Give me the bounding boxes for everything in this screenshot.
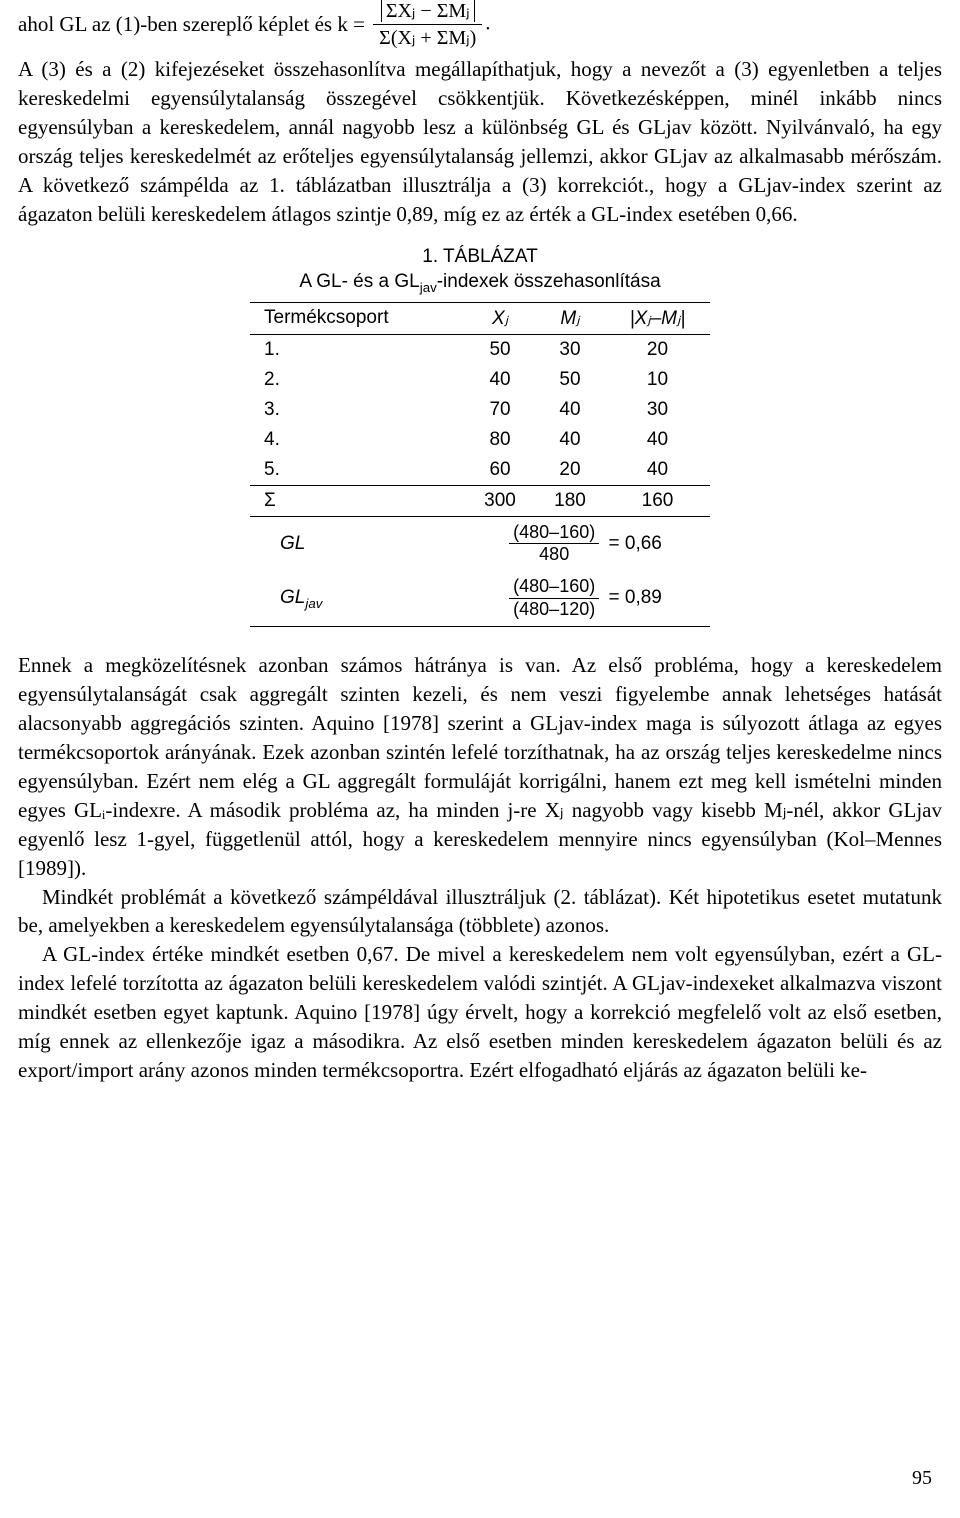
table-header-row: Termékcsoport Xⱼ Mⱼ |Xⱼ–Mⱼ|	[250, 302, 710, 334]
th-0: Termékcsoport	[250, 302, 465, 334]
paragraph-4: A GL-index értéke mindkét esetben 0,67. …	[18, 940, 942, 1085]
formula-tail: .	[485, 10, 490, 34]
calc-gljav-frac: (480–160) (480–120)	[509, 577, 599, 620]
calc-gl-frac: (480–160) 480	[509, 523, 599, 566]
calc-gl-result: = 0,66	[605, 533, 666, 555]
calc-row-gl: GL (480–160) 480 = 0,66	[250, 516, 710, 571]
formula-denominator: Σ(Xⱼ + ΣMⱼ)	[373, 25, 482, 49]
paragraph-3-text: Mindkét problémát a következő számpéldáv…	[18, 885, 942, 938]
page-number: 95	[912, 1467, 932, 1490]
table-1: 1. TÁBLÁZAT A GL- és a GLjav-indexek öss…	[250, 245, 710, 627]
table-row: 3.704030	[250, 395, 710, 425]
paragraph-3: Mindkét problémát a következő számpéldáv…	[18, 883, 942, 941]
formula-lead: ahol GL az (1)-ben szereplő képlet és k …	[18, 10, 365, 38]
calc-gl-label: GL	[250, 516, 465, 571]
table-sum-row: Σ300180160	[250, 485, 710, 516]
formula-fraction: ΣXⱼ − ΣMⱼ Σ(Xⱼ + ΣMⱼ)	[373, 0, 482, 49]
paragraph-4-text: A GL-index értéke mindkét esetben 0,67. …	[18, 942, 942, 1082]
caption-line-1: 1. TÁBLÁZAT	[422, 246, 537, 267]
table-row: 4.804040	[250, 425, 710, 455]
caption-line-2b: -indexek összehasonlítása	[437, 271, 661, 292]
table-row: 5.602040	[250, 455, 710, 486]
paragraph-1-text: A (3) és a (2) kifejezéseket összehasonl…	[18, 57, 942, 226]
table-caption: 1. TÁBLÁZAT A GL- és a GLjav-indexek öss…	[250, 245, 710, 296]
table-row: 2.405010	[250, 365, 710, 395]
data-table: Termékcsoport Xⱼ Mⱼ |Xⱼ–Mⱼ| 1.503020 2.4…	[250, 302, 710, 627]
table-row: 1.503020	[250, 334, 710, 365]
calc-row-gljav: GLjav (480–160) (480–120) = 0,89	[250, 571, 710, 626]
formula-line: ahol GL az (1)-ben szereplő képlet és k …	[18, 0, 942, 49]
caption-sub: jav	[420, 279, 437, 294]
th-3: |Xⱼ–Mⱼ|	[605, 302, 710, 334]
calc-gljav-result: = 0,89	[605, 587, 666, 609]
th-2: Mⱼ	[535, 302, 605, 334]
caption-line-2a: A GL- és a GL	[299, 271, 419, 292]
th-1: Xⱼ	[465, 302, 535, 334]
paragraph-2: Ennek a megközelítésnek azonban számos h…	[18, 651, 942, 883]
paragraph-2-text: Ennek a megközelítésnek azonban számos h…	[18, 653, 942, 880]
paragraph-1: A (3) és a (2) kifejezéseket összehasonl…	[18, 55, 942, 229]
calc-gljav-label: GLjav	[250, 571, 465, 626]
formula-numerator: ΣXⱼ − ΣMⱼ	[381, 0, 475, 22]
